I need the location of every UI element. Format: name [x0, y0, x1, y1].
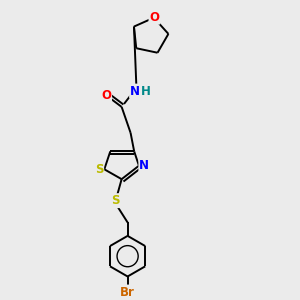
Text: N: N: [139, 159, 149, 172]
Text: S: S: [111, 194, 120, 207]
Text: Br: Br: [120, 286, 135, 298]
Text: H: H: [141, 85, 151, 98]
Text: S: S: [95, 163, 103, 176]
Text: N: N: [130, 85, 140, 98]
Text: O: O: [149, 11, 159, 24]
Text: O: O: [101, 89, 111, 102]
